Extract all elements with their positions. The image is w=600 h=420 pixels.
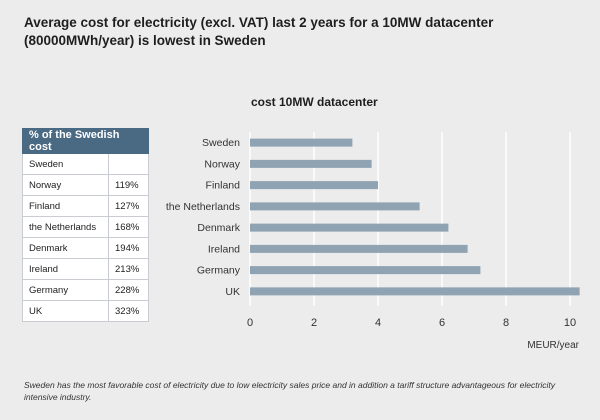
- bar: [250, 266, 481, 275]
- percent-cell: 194%: [108, 237, 149, 259]
- bar: [250, 202, 420, 211]
- category-label: Norway: [204, 158, 240, 170]
- table-header: % of the Swedish cost: [22, 128, 149, 154]
- footnote: Sweden has the most favorable cost of el…: [24, 380, 556, 402]
- category-label: Finland: [206, 180, 241, 192]
- bar: [250, 181, 378, 190]
- percent-cell: 323%: [108, 300, 149, 322]
- x-tick-label: 6: [439, 317, 445, 329]
- x-tick-label: 10: [564, 317, 576, 329]
- percent-cell: 228%: [108, 279, 149, 301]
- percentage-table: % of the Swedish cost Sweden Norway 119% …: [22, 128, 149, 322]
- bar: [250, 159, 372, 168]
- category-label: UK: [225, 286, 240, 298]
- percent-cell: 119%: [108, 174, 149, 196]
- page-title: Average cost for electricity (excl. VAT)…: [24, 15, 494, 48]
- country-cell: Norway: [22, 174, 109, 196]
- chart-title: cost 10MW datacenter: [251, 95, 378, 109]
- table-row: Denmark 194%: [22, 237, 149, 259]
- table-row: Norway 119%: [22, 174, 149, 196]
- x-tick-label: 4: [375, 317, 381, 329]
- country-cell: Ireland: [22, 258, 109, 280]
- category-label: the Netherlands: [166, 201, 240, 213]
- table-row: UK 323%: [22, 300, 149, 322]
- category-label: Ireland: [208, 243, 240, 255]
- percent-cell: 127%: [108, 195, 149, 217]
- percent-cell: 168%: [108, 216, 149, 238]
- table-row: Germany 228%: [22, 279, 149, 301]
- category-label: Denmark: [197, 222, 240, 234]
- bar: [250, 223, 449, 232]
- country-cell: Denmark: [22, 237, 109, 259]
- bar: [250, 138, 353, 147]
- table-header-row: % of the Swedish cost: [22, 128, 149, 154]
- bar: [250, 244, 468, 253]
- x-axis-label: MEUR/year: [527, 340, 579, 351]
- percent-cell: [108, 153, 149, 175]
- country-cell: the Netherlands: [22, 216, 109, 238]
- x-tick-label: 8: [503, 317, 509, 329]
- table-row: the Netherlands 168%: [22, 216, 149, 238]
- table-row: Sweden: [22, 153, 149, 175]
- category-label: Sweden: [202, 137, 240, 149]
- x-tick-label: 0: [247, 317, 253, 329]
- category-label: Germany: [197, 265, 241, 277]
- percent-cell: 213%: [108, 258, 149, 280]
- table-row: Ireland 213%: [22, 258, 149, 280]
- x-tick-label: 2: [311, 317, 317, 329]
- bar: [250, 287, 580, 296]
